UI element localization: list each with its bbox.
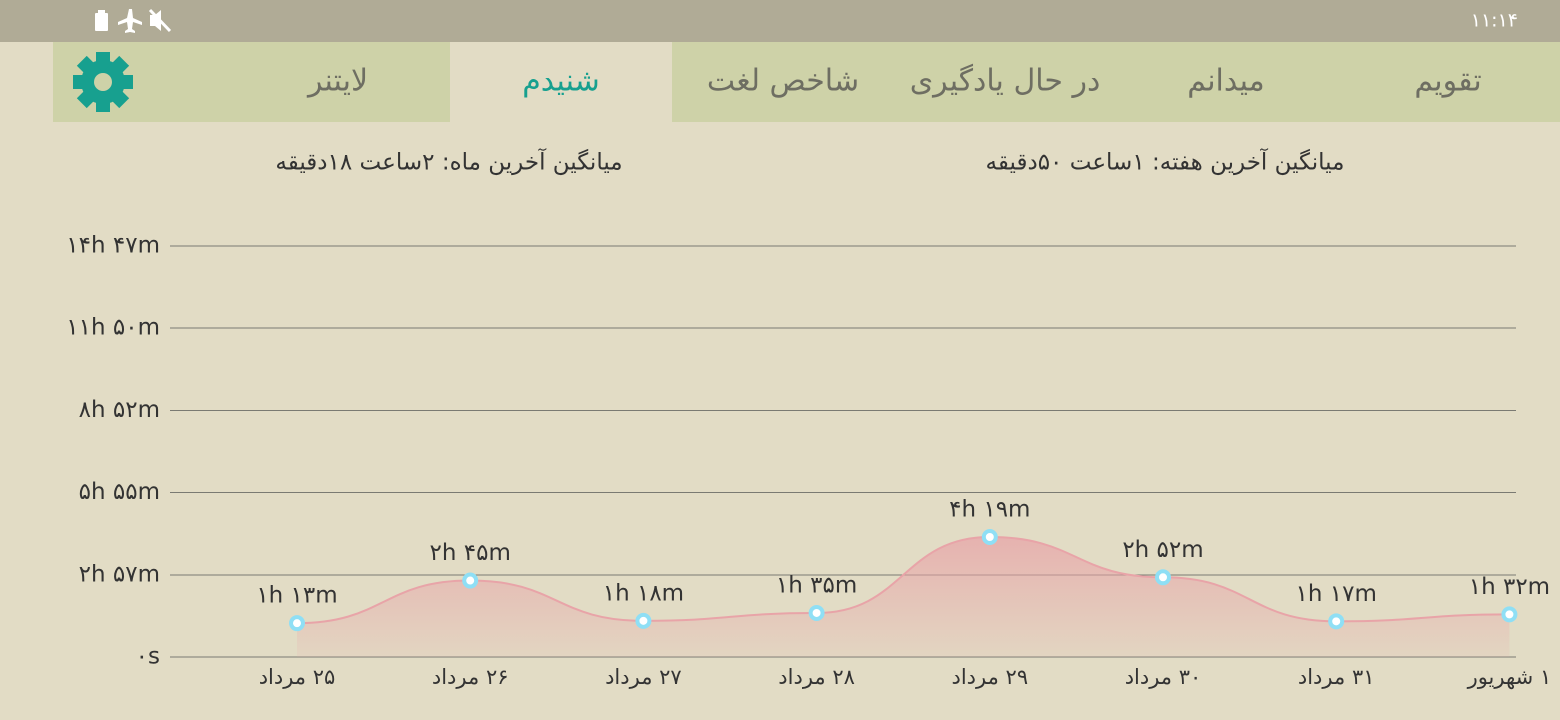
x-tick-label: ۳۰ مرداد [1125, 665, 1202, 689]
value-label: ۱h ۱۷m [1296, 581, 1377, 607]
value-label: ۲h ۵۲m [1122, 537, 1203, 563]
active-tab-bg [450, 42, 672, 122]
point [462, 572, 479, 589]
tab[interactable]: شنیدم [522, 64, 600, 99]
x-tick-label: ۱ شهریور [1467, 665, 1552, 689]
tab[interactable]: در حال یادگیری [910, 64, 1101, 99]
value-label: ۱h ۳۲m [1469, 574, 1550, 600]
y-tick-label: ۱۴h ۴۷m [66, 233, 160, 259]
tab[interactable]: شاخص لغت [707, 64, 859, 99]
y-tick-label: ۸h ۵۲m [79, 397, 160, 423]
status-bar [0, 0, 1560, 42]
settings-button[interactable] [73, 52, 133, 112]
point [1328, 613, 1345, 630]
month-average: میانگین آخرین ماه: ۲ساعت ۱۸دقیقه [275, 148, 622, 176]
tab[interactable]: تقویم [1414, 64, 1481, 99]
line [296, 535, 1510, 625]
x-tick-label: ۲۸ مرداد [778, 665, 855, 689]
tab-bar [53, 42, 1560, 122]
value-label: ۱h ۱۳m [256, 583, 337, 609]
status-icons [95, 8, 172, 33]
value-label: ۱h ۳۵m [776, 572, 857, 598]
x-tick-label: ۲۷ مرداد [605, 665, 682, 689]
x-tick-label: ۲۹ مرداد [951, 665, 1028, 689]
x-tick-label: ۲۵ مرداد [259, 665, 336, 689]
x-tick-label: ۳۱ مرداد [1298, 665, 1375, 689]
value-label: ۱h ۱۸m [603, 580, 684, 606]
y-tick-label: ۲h ۵۷m [79, 561, 160, 587]
y-tick-label: ۵h ۵۵m [79, 479, 160, 505]
x-tick-label: ۲۶ مرداد [432, 665, 509, 689]
point [1501, 606, 1518, 623]
point [808, 604, 825, 621]
y-tick-label: ۰s [136, 644, 160, 670]
tab[interactable]: لایتنر [306, 64, 368, 99]
point [1155, 569, 1171, 586]
value-label: ۴h ۱۹m [949, 496, 1030, 522]
chart: ۰s ۲h ۵۷m ۵h ۵۵m ۸h ۵۲m ۱۱h ۵۰m ۱۴h ۴۷m ۲۵ مرد… [66, 233, 1551, 690]
point [981, 528, 998, 545]
value-label: ۲h ۴۵m [430, 540, 511, 566]
point [635, 612, 652, 629]
y-tick-label: ۱۱h ۵۰m [66, 315, 160, 341]
week-average: میانگین آخرین هفته: ۱ساعت ۵۰دقیقه [986, 148, 1345, 176]
point [289, 615, 305, 632]
clock: ۱۱:۱۴ [1471, 10, 1518, 32]
tab[interactable]: میدانم [1187, 64, 1265, 99]
area [297, 536, 1510, 657]
